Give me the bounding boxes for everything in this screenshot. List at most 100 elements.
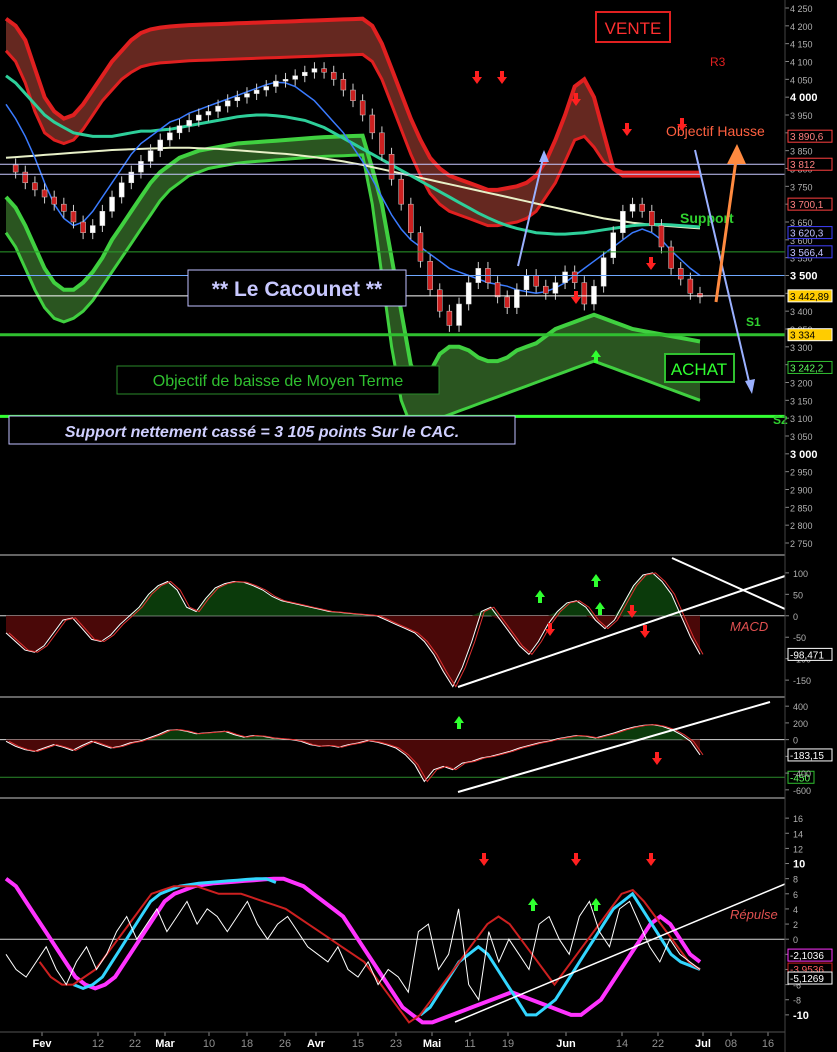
candle-up: [273, 80, 279, 87]
price-annotations: VENTE R3 Objectif Hausse Support S1 S2 *…: [8, 11, 788, 445]
oscillator-area: [5, 701, 771, 793]
down-arrow-red: [479, 853, 489, 866]
candle-up: [552, 282, 559, 294]
support-casse-box: [8, 415, 516, 445]
price-bands: [4, 16, 701, 435]
candle-up: [610, 232, 616, 258]
y-tick-label: 3 650: [790, 218, 813, 228]
repulse-label: Répulse: [730, 907, 778, 922]
up-arrow-green: [591, 350, 601, 363]
sma-slow-line: [5, 74, 701, 236]
candle-down: [687, 278, 694, 294]
oscillator-trendline-up: [457, 701, 771, 793]
y-tick-label: -8: [793, 996, 801, 1006]
value-label-box: [787, 129, 833, 143]
candle-down: [533, 275, 539, 287]
objectif-baisse-box: [116, 365, 440, 395]
candle-down: [581, 282, 588, 305]
y-tick-label: 4 000: [790, 92, 818, 104]
candle-down: [80, 221, 86, 233]
price-signal-arrows: [472, 71, 687, 363]
positive-area: [6, 724, 700, 740]
y-tick-label: 3 300: [790, 343, 813, 353]
s1-label: S1: [746, 315, 761, 329]
candle-down: [321, 68, 327, 73]
x-tick-label: Fev: [33, 1038, 53, 1050]
candle-up: [90, 225, 96, 233]
candle-up: [620, 211, 626, 233]
repulse-lines: [4, 876, 786, 1025]
x-tick-label: 08: [725, 1038, 737, 1050]
candle-up: [147, 150, 154, 162]
y-tick-label: 0: [793, 935, 798, 945]
arrow-head-up-blue: [539, 150, 549, 162]
x-tick-label: Mar: [155, 1038, 175, 1050]
x-axis: Fev 12 22 Mar 10 18 26 Avr 15 23 Mai 11 19 Jun 14 22 Jul…: [0, 1031, 785, 1050]
up-arrow-green: [591, 898, 601, 911]
y-tick-label: 8: [793, 875, 798, 885]
y-tick-label: 12: [793, 844, 803, 854]
reference-label-box: [787, 770, 815, 784]
x-tick-label: Jul: [695, 1038, 711, 1050]
candle-up: [196, 114, 202, 121]
y-tick-label: 10: [793, 859, 805, 871]
x-tick-label: 12: [92, 1038, 104, 1050]
x-tick-label: 14: [616, 1038, 628, 1050]
candle-up: [224, 100, 231, 107]
positive-area: [6, 572, 700, 616]
y-tick-label: 4 250: [790, 4, 813, 14]
candle-up: [109, 196, 115, 212]
candle-down: [340, 79, 347, 91]
candle-down: [379, 132, 385, 155]
objectif-hausse-label: Objectif Hausse: [666, 123, 765, 139]
y-tick-label: 2: [793, 920, 798, 930]
macd-signal-arrows: [535, 574, 650, 638]
support-casse-label: Support nettement cassé = 3 105 points S…: [65, 424, 459, 441]
down-arrow-red: [677, 118, 687, 131]
down-arrow-red: [622, 123, 632, 136]
candle-up: [167, 132, 173, 141]
candle-up: [99, 211, 106, 226]
y-tick-label: 2 950: [790, 468, 813, 478]
y-tick-label: 4 150: [790, 40, 813, 50]
y-tick-label: 3 850: [790, 147, 813, 157]
y-tick-label: 2 750: [790, 539, 813, 549]
y-tick-label: 2 900: [790, 486, 813, 496]
y-tick-label: 3 400: [790, 307, 813, 317]
candle-down: [22, 171, 29, 184]
x-tick-label: Jun: [556, 1038, 576, 1050]
r3-label: R3: [710, 55, 726, 69]
x-tick-label: 22: [129, 1038, 141, 1050]
lower-band-fill: [6, 135, 700, 433]
candle-up: [629, 203, 636, 212]
down-arrow-red: [640, 625, 650, 638]
signal-line: [8, 572, 704, 688]
candle-down: [543, 285, 549, 294]
negative-area: [6, 615, 700, 687]
candle-up: [263, 86, 269, 91]
last-value-label: -3,9536: [790, 965, 824, 976]
y-tick-label: 400: [793, 702, 808, 712]
down-arrow-red: [646, 853, 656, 866]
up-arrow-green: [528, 898, 538, 911]
candle-down: [70, 211, 77, 223]
y-tick-label: 100: [793, 569, 808, 579]
candle-up: [282, 79, 289, 82]
y-tick-label: 0: [793, 612, 798, 622]
last-value-label: -183,15: [790, 751, 824, 762]
macd-trendline-down: [671, 557, 786, 610]
candle-up: [523, 275, 530, 291]
value-label: 3 700,1: [790, 200, 824, 211]
repulse-y-axis: 1614121086420-2-4-6-8-10-2,1036-3,9536-5…: [785, 814, 833, 1022]
candle-down: [41, 189, 48, 198]
y-tick-label: 3 100: [790, 414, 813, 424]
lower-band-top-line: [4, 133, 701, 386]
down-arrow-red: [571, 291, 581, 304]
repulse-panel: 1614121086420-2-4-6-8-10-2,1036-3,9536-5…: [0, 814, 833, 1025]
candle-up: [205, 111, 212, 116]
last-value-box: [787, 748, 833, 762]
value-label: 3 812: [790, 160, 815, 171]
